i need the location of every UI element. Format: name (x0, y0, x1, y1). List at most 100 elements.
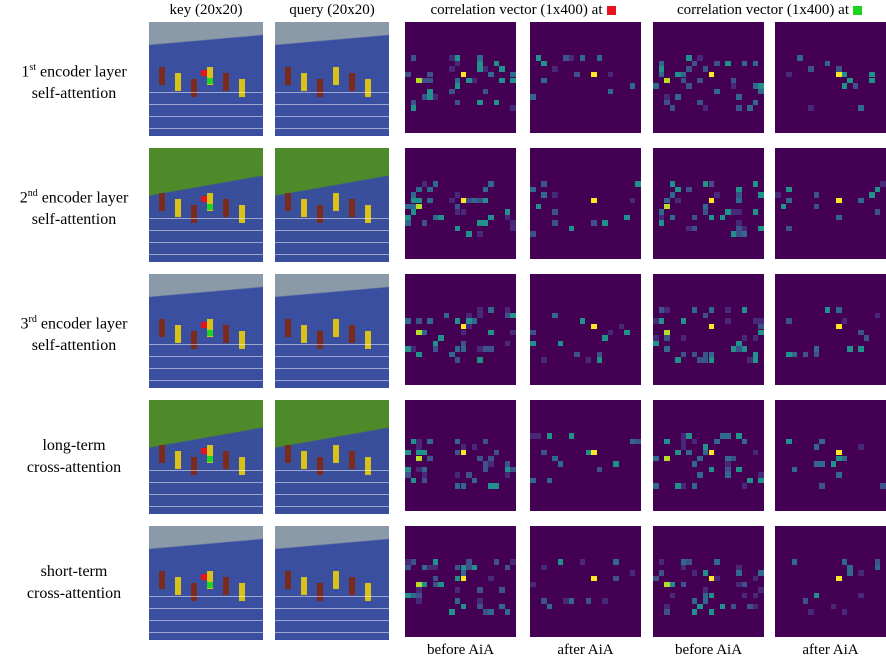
heat-cell (731, 231, 737, 237)
heat-cell (825, 61, 831, 67)
heat-cell (670, 192, 676, 198)
heat-cell (747, 478, 753, 484)
heat-cell (758, 226, 764, 232)
heat-cell (875, 565, 881, 571)
heat-peak (664, 204, 670, 210)
heat-cell (416, 187, 422, 193)
heat-cell (494, 559, 500, 565)
heat-cell (547, 604, 553, 610)
heat-cell (536, 433, 542, 439)
runner (365, 79, 371, 97)
heat-cell (530, 187, 536, 193)
heat-cell (602, 335, 608, 341)
heat-cell (786, 439, 792, 445)
heat-cell (742, 483, 748, 489)
heat-cell (842, 456, 848, 462)
heat-cell (725, 318, 731, 324)
heat-cell (753, 100, 759, 106)
runner (175, 451, 181, 469)
heat-cell (753, 450, 759, 456)
heat-cell (608, 89, 614, 95)
heat-cell (869, 78, 875, 84)
heat-cell (630, 570, 636, 576)
heat-cell (681, 72, 687, 78)
heat-cell (725, 467, 731, 473)
row-label-line: self-attention (0, 209, 148, 231)
row-label-line: 3rd encoder layer (0, 309, 148, 335)
heat-cell (494, 61, 500, 67)
heat-cell (438, 215, 444, 221)
lane-line (149, 608, 263, 609)
runner (239, 205, 245, 223)
heatmap (775, 274, 886, 385)
heat-cell (858, 198, 864, 204)
heat-cell (803, 352, 809, 358)
heat-cell (455, 565, 461, 571)
heat-cell (619, 324, 625, 330)
heat-peak (836, 198, 842, 204)
heat-peak (709, 198, 715, 204)
heat-cell (411, 209, 417, 215)
lane-line (149, 368, 263, 369)
heat-cell (461, 565, 467, 571)
heat-peak (416, 582, 422, 588)
heat-cell (686, 559, 692, 565)
heat-cell (530, 94, 536, 100)
runner (301, 199, 307, 217)
runner (285, 193, 291, 211)
heat-cell (697, 472, 703, 478)
heat-cell (814, 204, 820, 210)
heatmap (405, 526, 516, 637)
heat-cell (714, 89, 720, 95)
heat-cell (422, 478, 428, 484)
heat-cell (461, 604, 467, 610)
lane-line (149, 506, 263, 507)
heat-cell (510, 226, 516, 232)
heat-cell (797, 55, 803, 61)
lane-line (275, 116, 389, 117)
heat-cell (488, 576, 494, 582)
heat-cell (472, 565, 478, 571)
heat-cell (858, 593, 864, 599)
heat-peak (416, 78, 422, 84)
heat-cell (444, 313, 450, 319)
heat-cell (709, 352, 715, 358)
heat-cell (836, 456, 842, 462)
heat-cell (875, 187, 881, 193)
runner (285, 445, 291, 463)
heat-cell (736, 198, 742, 204)
heat-cell (681, 582, 687, 588)
heatmap (405, 148, 516, 259)
heat-cell (697, 456, 703, 462)
heat-cell (742, 335, 748, 341)
heat-cell (411, 559, 417, 565)
row-label-sup: nd (28, 188, 38, 199)
runner (285, 67, 291, 85)
lane-line (149, 242, 263, 243)
runner (175, 577, 181, 595)
lane-line (275, 92, 389, 93)
heat-cell (781, 204, 787, 210)
heat-cell (488, 307, 494, 313)
heat-cell (742, 582, 748, 588)
lane-line (275, 608, 389, 609)
heat-cell (675, 357, 681, 363)
heat-cell (664, 439, 670, 445)
heat-cell (405, 72, 411, 78)
heat-cell (742, 226, 748, 232)
lane-line (149, 380, 263, 381)
heat-cell (416, 318, 422, 324)
green-point (207, 330, 213, 336)
heat-cell (574, 352, 580, 358)
heat-cell (825, 307, 831, 313)
heat-cell (477, 587, 483, 593)
runner (365, 205, 371, 223)
heat-cell (786, 198, 792, 204)
runner (301, 451, 307, 469)
heat-cell (505, 472, 511, 478)
lane-line (149, 470, 263, 471)
heat-cell (731, 83, 737, 89)
heat-cell (653, 335, 659, 341)
heat-cell (692, 609, 698, 615)
heat-cell (659, 559, 665, 565)
